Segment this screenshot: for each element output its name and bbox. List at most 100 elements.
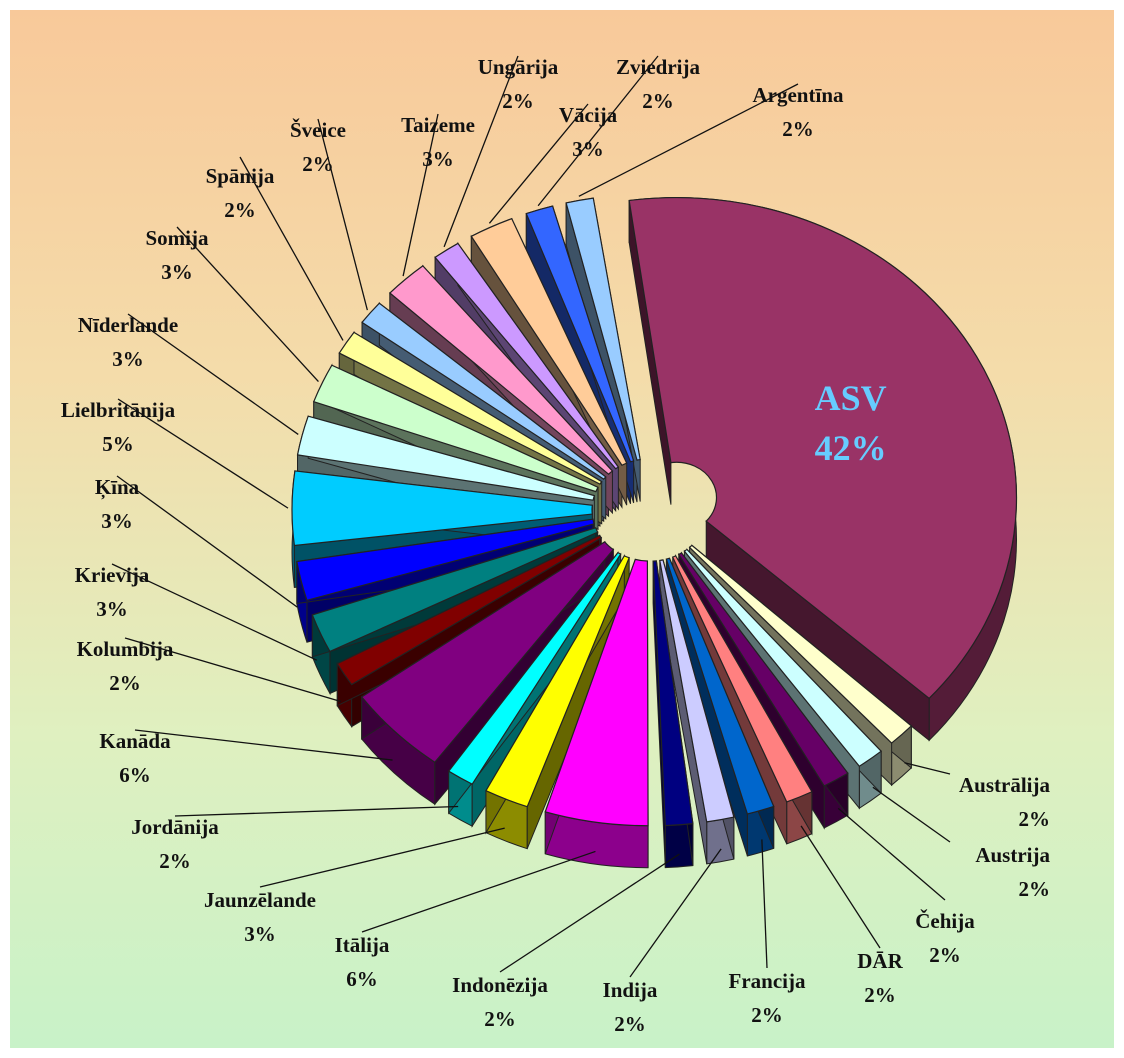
leader-line-australija (904, 762, 951, 775)
label-name-indonezija: Indonēzija (452, 973, 548, 997)
label-pct-australija: 2% (1019, 807, 1051, 831)
label-pct-kolumbija: 2% (109, 671, 141, 695)
label-pct-asv: 42% (815, 428, 887, 468)
label-name-zviedrija: Zviedrija (616, 55, 700, 79)
leader-line-ungarija (443, 55, 519, 248)
label-name-cehija: Čehija (915, 909, 975, 933)
label-layer: ASV 42% Austrālija 2% Austrija 2% Čehija 2% DĀR 2… (61, 55, 1051, 1036)
slice-sveice (361, 302, 607, 480)
leader-line-austrija (872, 786, 951, 843)
label-name-vacija: Vācija (559, 103, 618, 127)
slice-kanada (360, 541, 615, 764)
leader-line-francija (761, 839, 768, 969)
leader-line-kolumbija (124, 637, 341, 703)
label-name-jaunzelande: Jaunzēlande (204, 888, 316, 912)
label-name-italija: Itālija (335, 933, 390, 957)
label-pct-spanija: 2% (224, 198, 256, 222)
label-pct-jordanija: 2% (159, 849, 191, 873)
label-pct-argentina: 2% (782, 117, 814, 141)
label-name-indija: Indija (603, 978, 658, 1002)
label-pct-krievija: 3% (96, 597, 128, 621)
label-pct-cehija: 2% (929, 943, 961, 967)
label-name-spanija: Spānija (206, 164, 275, 188)
label-pct-italija: 6% (346, 967, 378, 991)
leader-line-kina (116, 475, 298, 608)
leader-line-cehija (837, 807, 946, 901)
slice-jordanija (447, 551, 622, 785)
leader-line-sveice (317, 118, 368, 311)
slice-vacija (470, 217, 628, 467)
label-pct-niderlande: 3% (112, 347, 144, 371)
label-pct-taizeme: 3% (422, 147, 454, 171)
leader-line-italija (361, 850, 596, 933)
slice-italija (544, 558, 649, 827)
slice-kolumbija (336, 534, 603, 686)
label-pct-zviedrija: 2% (642, 89, 674, 113)
slice-ungarija (434, 242, 620, 470)
slice-dar (671, 555, 813, 803)
label-name-dar: DĀR (857, 949, 903, 973)
label-name-kanada: Kanāda (99, 729, 171, 753)
slice-jaunzelande (485, 555, 630, 808)
leader-line-jaunzelande (259, 827, 505, 888)
leader-line-niderlande (127, 313, 299, 435)
label-pct-kanada: 6% (119, 763, 151, 787)
leader-line-zviedrija (537, 55, 659, 207)
slice-australija (688, 544, 913, 744)
pie-chart: ASV 42% Austrālija 2% Austrija 2% Čehija 2% DĀR 2… (61, 55, 1051, 1036)
label-pct-somija: 3% (161, 260, 193, 284)
slice-zviedrija (525, 205, 635, 463)
label-pct-lielbritanija: 5% (102, 432, 134, 456)
slice-taizeme (388, 265, 614, 476)
slice-indija (659, 559, 735, 823)
leader-line-dar (800, 825, 881, 949)
slice-austrija (683, 548, 883, 768)
label-pct-austrija: 2% (1019, 877, 1051, 901)
label-pct-indija: 2% (614, 1012, 646, 1036)
slice-niderlande (296, 415, 596, 501)
label-pct-indonezija: 2% (484, 1007, 516, 1031)
leader-line-taizeme (402, 113, 439, 277)
label-name-krievija: Krievija (75, 563, 150, 587)
slice-krievija (311, 527, 599, 653)
label-pct-francija: 2% (751, 1003, 783, 1027)
leader-line-kanada (134, 729, 393, 761)
chart-area: ASV 42% Austrālija 2% Austrija 2% Čehija 2% DĀR 2… (10, 10, 1114, 1048)
label-name-somija: Somija (146, 226, 210, 250)
label-pct-kina: 3% (101, 509, 133, 533)
leader-line-indonezija (499, 853, 680, 973)
label-name-austrija: Austrija (975, 843, 1050, 867)
slice-kina (296, 518, 595, 602)
leader-line-krievija (111, 563, 318, 661)
label-pct-dar: 2% (864, 983, 896, 1007)
slice-indonezija (652, 560, 694, 827)
slice-somija (312, 364, 599, 493)
label-name-lielbritanija: Lielbritānija (61, 398, 176, 422)
leader-line-jordanija (174, 805, 459, 817)
label-name-sveice: Šveice (290, 118, 346, 142)
label-name-australija: Austrālija (959, 773, 1050, 797)
label-pct-jaunzelande: 3% (244, 922, 276, 946)
label-name-niderlande: Nīderlande (78, 313, 178, 337)
slice-argentina (565, 197, 641, 461)
label-name-ungarija: Ungārija (478, 55, 559, 79)
slice-lielbritanija (291, 470, 594, 547)
slice-francija (665, 557, 775, 815)
label-name-taizeme: Taizeme (401, 113, 475, 137)
label-name-kina: Ķīna (95, 475, 140, 500)
label-name-francija: Francija (729, 969, 806, 993)
leader-line-vacija (488, 103, 589, 224)
leader-line-lielbritanija (117, 398, 289, 509)
label-name-argentina: Argentīna (753, 83, 844, 107)
label-name-jordanija: Jordānija (131, 815, 219, 839)
slice-spanija (338, 331, 603, 485)
leader-line-spanija (239, 156, 344, 341)
label-pct-ungarija: 2% (502, 89, 534, 113)
leader-line-argentina (578, 83, 799, 197)
leader-line-indija (629, 848, 722, 978)
leader-line-somija (176, 226, 319, 383)
slice-asv (628, 196, 1018, 700)
label-name-asv: ASV (815, 378, 887, 418)
slice-cehija (677, 552, 849, 787)
label-pct-sveice: 2% (302, 152, 334, 176)
